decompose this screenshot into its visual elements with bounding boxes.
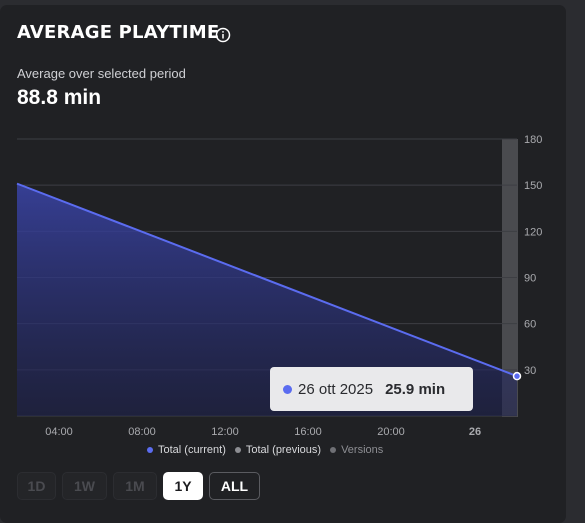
chart-tooltip: 26 ott 2025 25.9 min (270, 367, 473, 411)
tooltip-date: 26 ott 2025 (298, 380, 374, 398)
legend-item-total-current[interactable]: Total (current) (147, 444, 226, 456)
metric-value: 88.8 min (17, 86, 102, 109)
legend-label-previous: Total (previous) (245, 444, 322, 456)
y-tick-label: 90 (524, 273, 536, 285)
highlighted-data-point[interactable] (512, 371, 522, 381)
x-tick-label: 04:00 (45, 426, 73, 438)
y-tick-label: 150 (524, 180, 542, 192)
legend-item-total-previous[interactable]: Total (previous) (234, 444, 322, 456)
legend-dot-current (147, 447, 153, 453)
range-button-1m[interactable]: 1M (113, 472, 157, 500)
x-tick-label: 08:00 (128, 426, 156, 438)
legend-label-versions: Versions (341, 444, 384, 456)
range-button-1y[interactable]: 1Y (163, 472, 203, 500)
tooltip-value: 25.9 min (385, 380, 446, 398)
info-icon[interactable] (215, 27, 231, 43)
chart-legend: Total (current) Total (previous) Version… (147, 444, 392, 456)
x-tick-label: 16:00 (294, 426, 322, 438)
x-tick-label: 26 (469, 426, 481, 438)
time-range-selector: 1D 1W 1M 1Y ALL (17, 472, 266, 500)
x-tick-label: 12:00 (211, 426, 239, 438)
range-button-1w[interactable]: 1W (62, 472, 107, 500)
legend-dot-previous (234, 447, 241, 453)
series-line-total-current (16, 182, 518, 378)
widget-title: AVERAGE PLAYTIME (17, 22, 220, 43)
series-area-total-current (17, 183, 517, 416)
y-tick-label: 120 (524, 226, 542, 238)
x-tick-label: 20:00 (377, 426, 405, 438)
y-tick-label: 180 (524, 134, 542, 146)
y-tick-label: 30 (524, 365, 536, 377)
tooltip-series-dot (283, 384, 292, 394)
range-button-1d[interactable]: 1D (17, 472, 56, 500)
legend-item-versions[interactable]: Versions (330, 444, 383, 456)
range-button-all[interactable]: ALL (209, 472, 260, 500)
metric-subtitle: Average over selected period (17, 66, 186, 81)
legend-label-current: Total (current) (158, 444, 226, 456)
y-tick-label: 60 (524, 319, 536, 331)
legend-dot-versions (330, 447, 337, 453)
